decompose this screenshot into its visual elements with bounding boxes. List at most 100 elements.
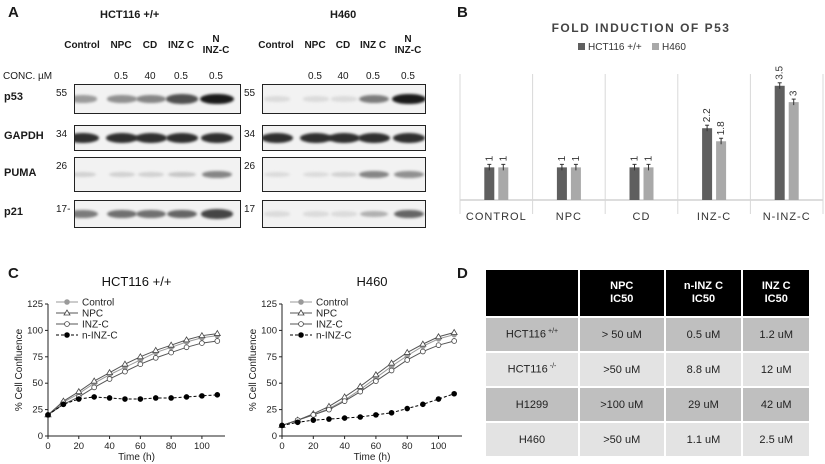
band-hct116-3-1 [106, 209, 138, 219]
conc-hct116-1: 0.5 [114, 71, 128, 82]
legend-marker-1-1 [297, 309, 305, 316]
y-tick-label-0-0: 0 [38, 431, 43, 442]
conc-hct116-4: 0.5 [209, 71, 223, 82]
mw-left-1: 34 [56, 129, 68, 140]
legend-text-1-0: Control [316, 298, 348, 309]
x-tick-label-0-0: 0 [45, 441, 50, 452]
data-label-0-1: 1 [557, 155, 568, 161]
band-h460-0-4 [392, 93, 425, 105]
point-1-1-7 [387, 359, 396, 366]
point-0-2-11 [214, 338, 221, 344]
band-hct116-1-4 [200, 132, 234, 144]
blot-title-hct116: HCT116 +/+ [100, 9, 160, 21]
ic50-cell-line: HCT116 +/+ [484, 316, 580, 353]
band-h460-2-4 [394, 170, 424, 179]
point-1-1-6 [372, 370, 380, 378]
legend-text-0-2: INZ-C [82, 320, 109, 331]
x-tick-label-0-1: 20 [73, 441, 84, 452]
point-1-3-4 [341, 415, 348, 421]
blot-strip-p53-hct116 [74, 84, 241, 114]
band-hct116-3-4 [201, 209, 233, 219]
band-h460-3-4 [393, 209, 425, 219]
ic50-header-inzc: INZ C IC50 [741, 268, 811, 318]
conc-hct116-2: 40 [144, 71, 156, 82]
point-1-3-1 [294, 419, 301, 426]
band-hct116-1-3 [165, 132, 199, 144]
mw-right-2: 26 [244, 161, 256, 172]
point-0-2-3 [91, 384, 97, 391]
band-hct116-0-0 [75, 95, 98, 103]
point-0-1-6 [136, 353, 145, 360]
confluence-title-0: HCT116 +/+ [102, 274, 172, 289]
mw-left-3: 17- [56, 204, 71, 215]
point-1-2-8 [404, 357, 411, 363]
legend-text-0-0: Control [82, 298, 114, 309]
mw-left-2: 26 [56, 161, 68, 172]
band-h460-3-3 [360, 210, 388, 218]
band-hct116-0-2 [136, 95, 166, 103]
panel-c-letter: C [8, 265, 19, 282]
legend-text-1-3: n-INZ-C [316, 331, 352, 342]
conc-h460-4: 0.5 [401, 71, 415, 82]
ic50-value-2: 12 uM [741, 351, 811, 388]
ic50-header-blank [484, 268, 580, 318]
band-hct116-1-1 [105, 132, 139, 144]
bar-1-4 [788, 102, 799, 200]
ic50-genotype: +/+ [546, 328, 559, 336]
band-h460-3-2 [330, 211, 358, 217]
ic50-row: H1299 >100 uM 29 uM 42 uM [484, 386, 811, 423]
bar-0-4 [774, 85, 785, 200]
ic50-cell-line: HCT116 -/- [484, 351, 580, 388]
y-tick-label-1-2: 50 [266, 378, 277, 389]
mw-left-0: 55 [56, 88, 68, 99]
lane-label-h460-4: N INZ-C [394, 34, 422, 56]
legend-marker-1-2 [298, 321, 304, 327]
point-0-1-2 [75, 387, 83, 395]
data-label-0-2: 1 [630, 155, 641, 161]
legend-text-0-3: n-INZ-C [82, 331, 118, 342]
band-h460-3-1 [302, 211, 330, 217]
band-hct116-2-1 [108, 171, 136, 178]
point-0-2-6 [137, 361, 144, 367]
bar-1-1 [570, 167, 581, 200]
data-label-0-3: 2.2 [702, 108, 713, 122]
bar-0-0 [484, 167, 495, 200]
category-label-4: N-INZ-C [763, 211, 811, 223]
lane-label-h460-3: INZ C [359, 40, 387, 51]
band-h460-1-2 [327, 132, 361, 144]
point-0-3-6 [137, 396, 144, 402]
point-0-1-11 [213, 329, 222, 336]
series-line-0-3 [47, 394, 218, 416]
mw-right-3: 17 [244, 204, 256, 215]
point-1-3-0 [279, 422, 285, 429]
ic50-value-1: 8.8 uM [663, 351, 744, 388]
point-1-3-3 [326, 416, 332, 422]
ic50-value-0: >50 uM [578, 351, 666, 388]
ic50-header-npc: NPC IC50 [578, 268, 666, 318]
x-tick-label-1-1: 20 [308, 441, 319, 452]
point-0-2-8 [168, 349, 174, 356]
point-0-3-1 [60, 401, 67, 408]
point-1-1-5 [356, 382, 364, 389]
point-0-3-0 [45, 412, 51, 418]
x-axis-label-0: Time (h) [118, 452, 155, 463]
lane-label-h460-1: NPC [304, 40, 326, 51]
point-1-3-7 [388, 409, 395, 416]
ic50-header-row: NPC IC50 n-INZ C IC50 INZ C IC50 [484, 268, 811, 318]
ic50-cell-line: H460 [484, 421, 580, 458]
series-line-1-3 [281, 393, 455, 426]
data-label-0-4: 3.5 [775, 65, 786, 79]
point-0-3-8 [168, 395, 174, 401]
blot-title-h460: H460 [330, 9, 357, 21]
y-tick-label-1-0: 0 [272, 431, 277, 442]
x-tick-label-1-4: 80 [402, 441, 413, 452]
band-h460-2-1 [302, 171, 330, 178]
legend-label-0: HCT116 +/+ [588, 42, 642, 53]
conc-hct116-3: 0.5 [174, 71, 188, 82]
data-label-1-1: 1 [571, 155, 582, 161]
y-tick-label-1-1: 25 [266, 405, 277, 416]
ic50-table: NPC IC50 n-INZ C IC50 INZ C IC50 HCT116 +/+… [484, 268, 811, 458]
band-hct116-3-2 [135, 209, 167, 219]
series-line-0-0 [47, 335, 218, 416]
bar-0-1 [556, 167, 567, 200]
